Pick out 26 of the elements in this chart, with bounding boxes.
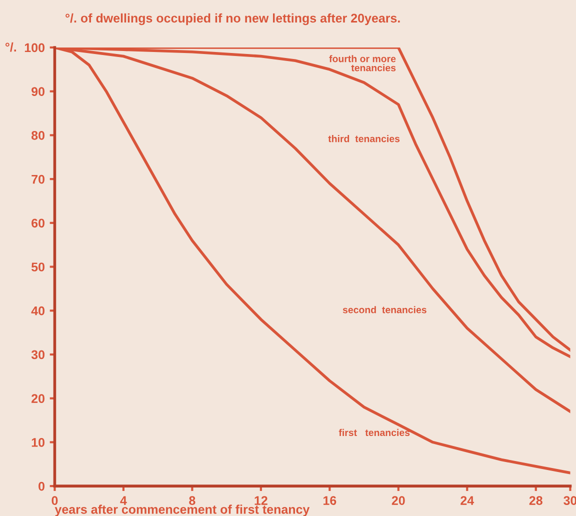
x-tick-label: 4 xyxy=(120,496,127,505)
x-axis-title: years after commencement of first tenancy xyxy=(54,504,310,516)
y-tick-label: 80 xyxy=(31,130,44,140)
y-tick-label: 60 xyxy=(32,218,44,228)
y-tick-label: 40 xyxy=(31,306,44,316)
y-tick-label: 100 xyxy=(24,43,44,52)
annotation: fourth or more tenancies xyxy=(329,55,396,72)
x-tick-label: 8 xyxy=(189,496,196,505)
y-tick-label: 10 xyxy=(32,438,44,447)
annotation: third tenancies xyxy=(328,135,400,142)
chart-title: °/. of dwellings occupied if no new lettings after 20years. xyxy=(66,13,400,26)
x-tick-label: 20 xyxy=(392,496,405,505)
x-tick-label: 16 xyxy=(324,496,336,505)
annotation: first tenancies xyxy=(338,428,410,436)
x-tick-label: 28 xyxy=(529,496,542,505)
y-tick-label: 50 xyxy=(31,262,44,272)
y-axis-title: °/. xyxy=(5,42,16,52)
y-tick-label: 0 xyxy=(38,482,44,491)
x-tick-label: 12 xyxy=(254,496,268,505)
annotation: second tenancies xyxy=(342,306,426,314)
y-tick-label: 90 xyxy=(32,87,44,96)
y-tick-label: 20 xyxy=(32,394,44,404)
x-tick-label: 0 xyxy=(52,496,58,505)
y-tick-label: 30 xyxy=(31,350,44,360)
y-tick-label: 70 xyxy=(32,174,44,184)
x-tick-label: 24 xyxy=(460,496,474,505)
